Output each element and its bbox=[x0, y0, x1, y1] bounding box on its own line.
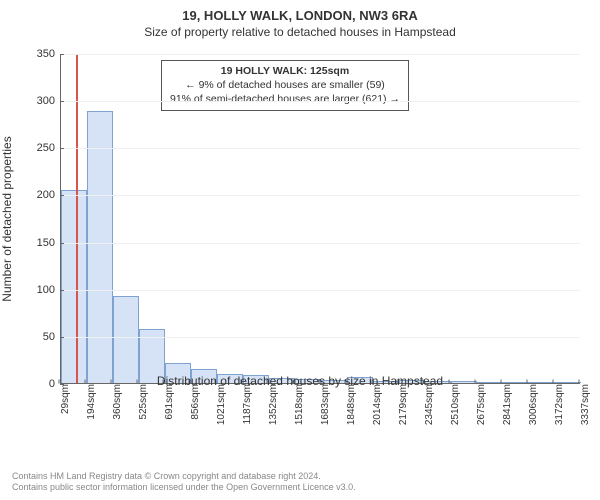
x-tick: 2179sqm bbox=[398, 384, 409, 434]
x-tick: 1683sqm bbox=[320, 384, 331, 434]
y-tick: 100 bbox=[15, 284, 55, 296]
plot-area: 19 HOLLY WALK: 125sqm ← 9% of detached h… bbox=[60, 54, 580, 384]
gridline bbox=[61, 148, 580, 149]
x-tick: 194sqm bbox=[86, 384, 97, 434]
y-tick: 300 bbox=[15, 95, 55, 107]
page-subtitle: Size of property relative to detached ho… bbox=[0, 23, 600, 43]
x-tick: 1352sqm bbox=[268, 384, 279, 434]
x-tick: 2014sqm bbox=[372, 384, 383, 434]
property-marker-line bbox=[76, 54, 78, 383]
x-tick: 2841sqm bbox=[502, 384, 513, 434]
x-tick: 1848sqm bbox=[346, 384, 357, 434]
gridline bbox=[61, 290, 580, 291]
x-tick: 3337sqm bbox=[580, 384, 591, 434]
y-tick: 250 bbox=[15, 142, 55, 154]
y-tick: 150 bbox=[15, 237, 55, 249]
x-tick: 2675sqm bbox=[476, 384, 487, 434]
footer: Contains HM Land Registry data © Crown c… bbox=[12, 471, 356, 494]
x-tick: 1021sqm bbox=[216, 384, 227, 434]
histogram-bar bbox=[87, 111, 113, 383]
gridline bbox=[61, 195, 580, 196]
y-tick: 350 bbox=[15, 48, 55, 60]
x-tick: 3006sqm bbox=[528, 384, 539, 434]
annotation-line3: 91% of semi-detached houses are larger (… bbox=[170, 92, 400, 106]
footer-line1: Contains HM Land Registry data © Crown c… bbox=[12, 471, 356, 483]
y-tick: 200 bbox=[15, 189, 55, 201]
x-tick: 29sqm bbox=[60, 384, 71, 434]
gridline bbox=[61, 101, 580, 102]
x-axis-label: Distribution of detached houses by size … bbox=[0, 374, 600, 388]
x-tick: 1187sqm bbox=[242, 384, 253, 434]
y-axis-label: Number of detached properties bbox=[0, 136, 14, 301]
histogram-bar bbox=[113, 296, 139, 383]
footer-line2: Contains public sector information licen… bbox=[12, 482, 356, 494]
x-tick: 2345sqm bbox=[424, 384, 435, 434]
x-tick: 856sqm bbox=[190, 384, 201, 434]
y-tick: 50 bbox=[15, 331, 55, 343]
page-title: 19, HOLLY WALK, LONDON, NW3 6RA bbox=[0, 0, 600, 23]
gridline bbox=[61, 54, 580, 55]
x-tick: 525sqm bbox=[138, 384, 149, 434]
annotation-line1: 19 HOLLY WALK: 125sqm bbox=[170, 64, 400, 78]
x-tick: 2510sqm bbox=[450, 384, 461, 434]
x-tick: 1518sqm bbox=[294, 384, 305, 434]
annotation-line2: ← 9% of detached houses are smaller (59) bbox=[170, 78, 400, 92]
annotation-box: 19 HOLLY WALK: 125sqm ← 9% of detached h… bbox=[161, 60, 409, 111]
histogram-bar bbox=[61, 190, 87, 383]
x-tick: 691sqm bbox=[164, 384, 175, 434]
gridline bbox=[61, 337, 580, 338]
gridline bbox=[61, 243, 580, 244]
chart: Number of detached properties 19 HOLLY W… bbox=[0, 44, 600, 424]
x-tick: 360sqm bbox=[112, 384, 123, 434]
x-tick: 3172sqm bbox=[554, 384, 565, 434]
